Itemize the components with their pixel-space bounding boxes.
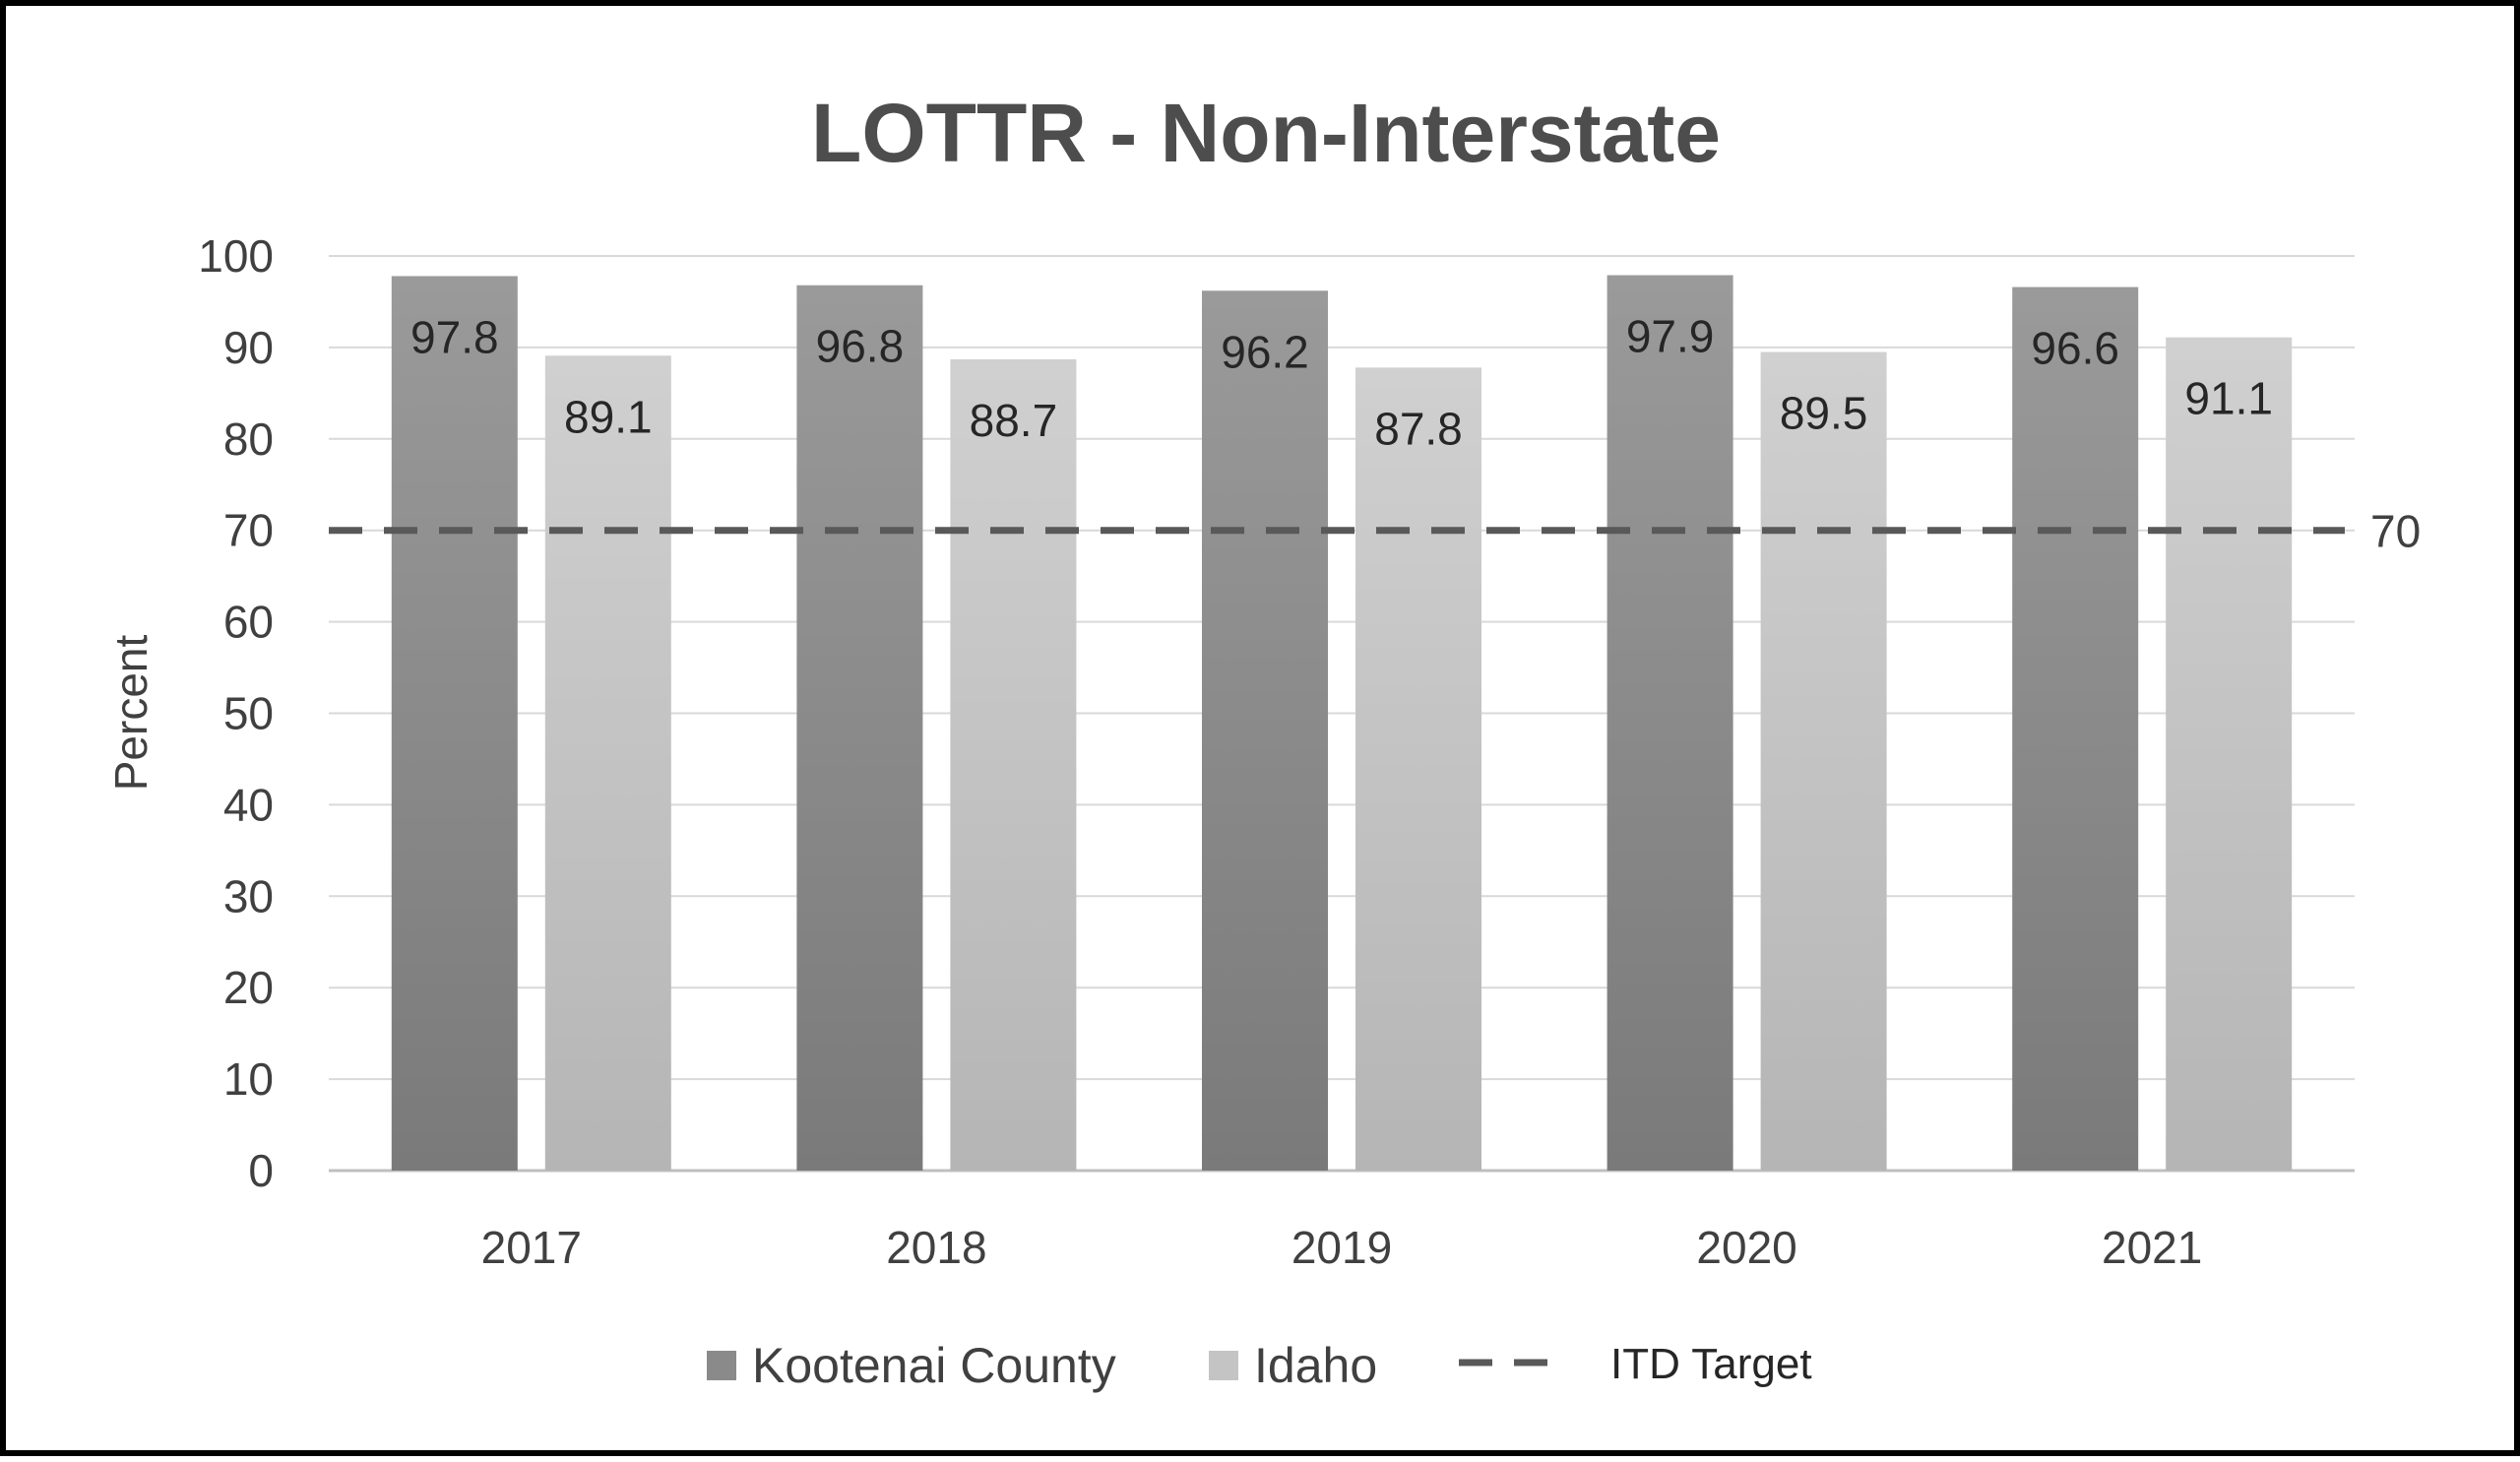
- x-tick-label: 2018: [886, 1222, 986, 1273]
- y-tick-label: 90: [223, 322, 274, 373]
- data-label-idaho: 89.5: [1780, 388, 1868, 439]
- bar-kootenai-county: [391, 276, 518, 1171]
- data-label-idaho: 91.1: [2184, 373, 2273, 424]
- data-label-idaho: 87.8: [1374, 403, 1463, 454]
- bars: 97.8 89.1 96.8 88.7 96.2 87.8 97.9 89.5 96.6 91.1: [391, 275, 2293, 1171]
- bar-idaho: [950, 358, 1077, 1171]
- data-label-kootenai-county: 96.2: [1221, 326, 1309, 377]
- bar-kootenai-county: [1606, 275, 1733, 1171]
- x-axis-ticks: 2017 2018 2019 2020 2021: [481, 1222, 2203, 1273]
- legend-label-kootenai-county: Kootenai County: [752, 1338, 1116, 1393]
- bar-kootenai-county: [1202, 290, 1328, 1171]
- y-tick-label: 30: [223, 870, 274, 922]
- legend-label-idaho: Idaho: [1254, 1338, 1377, 1393]
- legend-label-itd-target: ITD Target: [1610, 1340, 1812, 1388]
- data-label-idaho: 88.7: [970, 395, 1058, 446]
- bar-idaho: [1760, 351, 1887, 1171]
- y-tick-label: 10: [223, 1053, 274, 1105]
- data-label-kootenai-county: 96.8: [816, 321, 905, 372]
- bar-idaho: [2166, 337, 2293, 1171]
- chart: LOTTR - Non-Interstate Percent 0 10 20 30 40…: [105, 87, 2421, 1393]
- legend-swatch-kootenai-county: [707, 1351, 736, 1380]
- x-tick-label: 2020: [1696, 1222, 1796, 1273]
- bar-kootenai-county: [2012, 286, 2139, 1171]
- target-line-group: 70: [329, 506, 2421, 557]
- chart-title: LOTTR - Non-Interstate: [811, 87, 1721, 179]
- legend-swatch-idaho: [1209, 1351, 1238, 1380]
- bar-kootenai-county: [796, 285, 923, 1171]
- data-label-kootenai-county: 96.6: [2031, 323, 2119, 374]
- y-tick-label: 0: [248, 1145, 274, 1196]
- x-tick-label: 2017: [481, 1222, 582, 1273]
- data-label-idaho: 89.1: [564, 391, 653, 442]
- y-tick-label: 20: [223, 962, 274, 1013]
- y-tick-label: 50: [223, 688, 274, 739]
- y-tick-label: 60: [223, 597, 274, 648]
- target-line-label: 70: [2370, 506, 2421, 557]
- y-tick-label: 70: [223, 505, 274, 556]
- x-tick-label: 2019: [1292, 1222, 1392, 1273]
- data-label-kootenai-county: 97.9: [1626, 311, 1715, 362]
- y-tick-label: 80: [223, 413, 274, 465]
- bar-idaho: [1355, 367, 1481, 1171]
- y-tick-label: 40: [223, 779, 274, 830]
- legend: Kootenai County Idaho ITD Target: [707, 1338, 1812, 1393]
- x-tick-label: 2021: [2102, 1222, 2202, 1273]
- y-axis-title: Percent: [105, 635, 157, 792]
- y-axis-ticks: 0 10 20 30 40 50 60 70 80 90 100: [198, 230, 274, 1196]
- y-tick-label: 100: [198, 230, 274, 282]
- bar-idaho: [544, 355, 671, 1171]
- data-label-kootenai-county: 97.8: [410, 311, 499, 362]
